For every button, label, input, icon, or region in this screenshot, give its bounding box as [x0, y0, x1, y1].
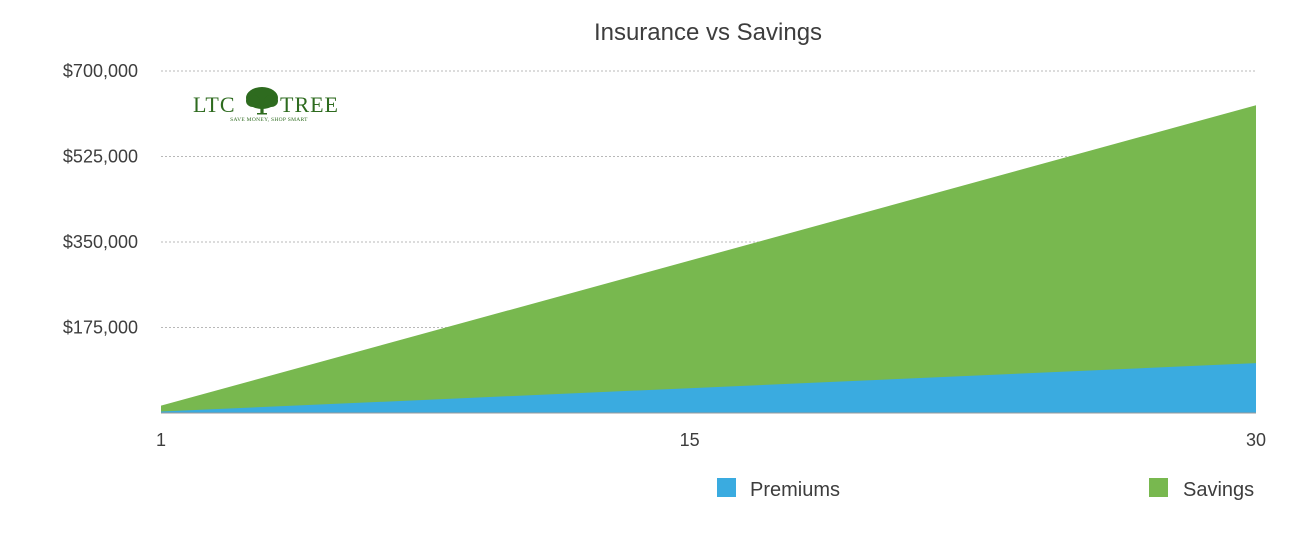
ltc-tree-logo: LTC TREE SAVE MONEY, SHOP SMART — [193, 87, 339, 123]
logo-brand-left: LTC — [193, 92, 236, 117]
y-axis-ticks: $175,000 $350,000 $525,000 $700,000 — [63, 61, 138, 338]
legend-swatch-premiums — [717, 478, 736, 497]
logo-brand-right: TREE — [280, 92, 339, 117]
y-tick-label: $175,000 — [63, 318, 138, 338]
y-tick-label: $350,000 — [63, 232, 138, 252]
x-tick-label: 30 — [1246, 430, 1266, 450]
area-savings — [161, 105, 1256, 413]
legend-item-savings: Savings — [1149, 478, 1254, 501]
x-tick-label: 1 — [156, 430, 166, 450]
legend-swatch-savings — [1149, 478, 1168, 497]
area-premiums — [161, 363, 1256, 413]
tree-icon — [246, 87, 278, 115]
legend-item-premiums: Premiums — [717, 478, 840, 501]
x-tick-label: 15 — [680, 430, 700, 450]
legend-label-premiums: Premiums — [750, 479, 840, 501]
chart-areas — [161, 105, 1256, 413]
legend-label-savings: Savings — [1183, 479, 1254, 501]
x-axis-ticks: 1 15 30 — [156, 430, 1266, 450]
y-tick-label: $525,000 — [63, 147, 138, 167]
chart-title: Insurance vs Savings — [594, 19, 822, 46]
legend: Premiums Savings — [717, 478, 1254, 501]
logo-tagline: SAVE MONEY, SHOP SMART — [230, 117, 308, 123]
y-tick-label: $700,000 — [63, 61, 138, 81]
